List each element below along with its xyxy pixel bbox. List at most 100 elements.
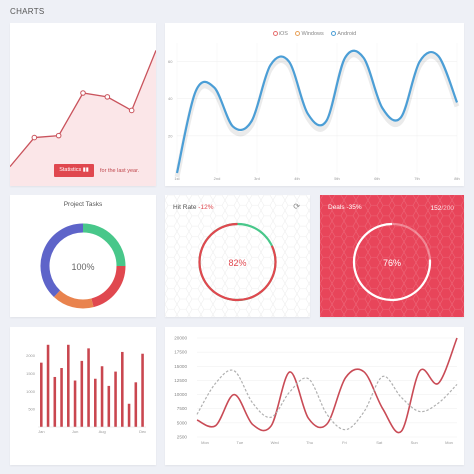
x-tick-label: Jun (72, 429, 78, 434)
donut-slice[interactable] (91, 265, 126, 308)
deals-change: -35% (346, 204, 362, 211)
project-tasks-donut (40, 223, 126, 309)
y-tick-label: 500 (28, 407, 35, 412)
bar[interactable] (127, 403, 131, 427)
x-tick-label: 8th (454, 176, 460, 181)
statistics-area (10, 50, 156, 186)
statistics-point[interactable] (55, 132, 62, 139)
series-line-android (175, 49, 459, 174)
statistics-point[interactable] (104, 94, 111, 100)
x-tick-label: Tue (236, 440, 244, 445)
bar[interactable] (121, 351, 124, 427)
statistics-button-label: Statistics (59, 167, 82, 173)
series-line-dashed (196, 369, 458, 431)
legend-dot-icon (272, 31, 278, 36)
series-shadow (174, 52, 460, 178)
y-tick-label: 1500 (26, 371, 36, 376)
y-tick-label: 2500 (177, 435, 188, 440)
deals-header: Deals -35% (328, 204, 362, 211)
bar[interactable] (53, 376, 57, 427)
legend-item-ios[interactable]: iOS (272, 31, 288, 37)
x-tick-label: Fri (342, 440, 347, 445)
os-legend: iOS Windows Android (165, 31, 464, 37)
hit-rate-gauge-arc (198, 222, 277, 302)
deals-count: 152/200 (430, 205, 454, 212)
bar[interactable] (114, 371, 117, 427)
os-line-chart-card: iOS Windows Android 60 40 20 1st 2nd 3rd 4th 5t… (165, 23, 464, 186)
bar[interactable] (107, 385, 111, 427)
statistics-point[interactable] (80, 90, 86, 96)
series-line-solid (196, 337, 458, 434)
bar[interactable] (46, 344, 50, 427)
statistics-note: for the last year. (100, 168, 140, 174)
bar[interactable] (134, 382, 138, 427)
statistics-point[interactable] (31, 134, 38, 141)
bar[interactable] (60, 368, 63, 427)
bar[interactable] (80, 360, 84, 427)
y-tick-label: 1000 (26, 389, 36, 394)
deals-count-sep: / (441, 205, 444, 212)
x-tick-label: Sat (376, 440, 383, 445)
project-tasks-title: Project Tasks (63, 201, 103, 208)
statistics-card: Statistics ▮▮ for the last year. (10, 23, 156, 186)
legend-item-android[interactable]: Android (331, 31, 356, 37)
deals-gauge (352, 222, 432, 302)
bar[interactable] (100, 366, 104, 427)
y-tick-label: 12500 (174, 378, 187, 383)
donut-slice[interactable] (82, 223, 126, 267)
x-tick-label: Mon (201, 440, 209, 445)
hit-rate-card: Hit Rate -12% ⟳ 82% (165, 195, 310, 317)
x-tick-label: 5th (334, 176, 340, 181)
legend-label: Android (337, 31, 357, 37)
donut-slice[interactable] (40, 223, 84, 297)
y-tick-label: 17500 (174, 350, 187, 355)
y-tick-label: 40 (168, 96, 173, 101)
hit-rate-change: -12% (198, 204, 214, 211)
y-tick-label: 20 (168, 133, 173, 138)
x-tick-label: 7th (414, 176, 420, 181)
deals-value: 76% (382, 258, 401, 268)
deals-count-total: 200 (443, 205, 454, 212)
y-tick-label: 15000 (174, 364, 187, 369)
hit-rate-value: 82% (228, 258, 247, 268)
project-tasks-card: Project Tasks 100% (10, 195, 156, 317)
hex-pattern (165, 195, 310, 317)
deals-gauge-arc (352, 222, 432, 302)
statistics-line-chart (10, 50, 156, 186)
bar-chart-icon: ▮▮ (82, 167, 89, 173)
deals-card: Deals -35% 152/200 76% (320, 195, 464, 317)
bar[interactable] (67, 344, 70, 427)
bar[interactable] (87, 348, 90, 427)
bar[interactable] (141, 353, 144, 427)
y-tick-label: 5000 (177, 420, 188, 425)
y-tick-label: 10000 (174, 392, 187, 397)
legend-label: iOS (278, 31, 288, 37)
y-tick-label: 7500 (177, 406, 188, 411)
refresh-icon[interactable]: ⟳ (293, 202, 300, 211)
bar[interactable] (94, 378, 97, 427)
x-tick-label: Aug (99, 429, 106, 434)
donut-slice[interactable] (53, 290, 94, 309)
hit-rate-gauge (198, 222, 277, 302)
x-tick-label: Thu (306, 440, 313, 445)
os-line-chart: 60 40 20 1st 2nd 3rd 4th 5th 6th 7th 8th (168, 43, 460, 181)
x-tick-label: 3rd (254, 176, 260, 181)
x-tick-label: Wed (271, 440, 279, 445)
x-tick-label: 4th (294, 176, 300, 181)
legend-label: Windows (301, 31, 324, 37)
project-tasks-center: 100% (71, 262, 95, 272)
bar[interactable] (40, 362, 43, 427)
x-tick-label: Mon (445, 440, 453, 445)
statistics-point[interactable] (128, 107, 135, 114)
hit-rate-title: Hit Rate (173, 204, 197, 211)
legend-item-windows[interactable]: Windows (295, 31, 324, 37)
bar-chart: 2000 1500 1000 500 Jan Jun Aug Dec (26, 344, 146, 434)
deals-title: Deals (328, 204, 345, 211)
bar[interactable] (73, 380, 77, 427)
weekly-line-chart: 20000 17500 15000 12500 10000 7500 5000 2500 Mon… (174, 336, 458, 445)
deals-count-value: 152 (430, 205, 442, 212)
x-tick-label: Sun (411, 440, 418, 445)
hit-rate-header: Hit Rate -12% (173, 204, 213, 211)
statistics-button[interactable]: Statistics ▮▮ (54, 164, 94, 177)
page-title: CHARTS (10, 7, 45, 16)
